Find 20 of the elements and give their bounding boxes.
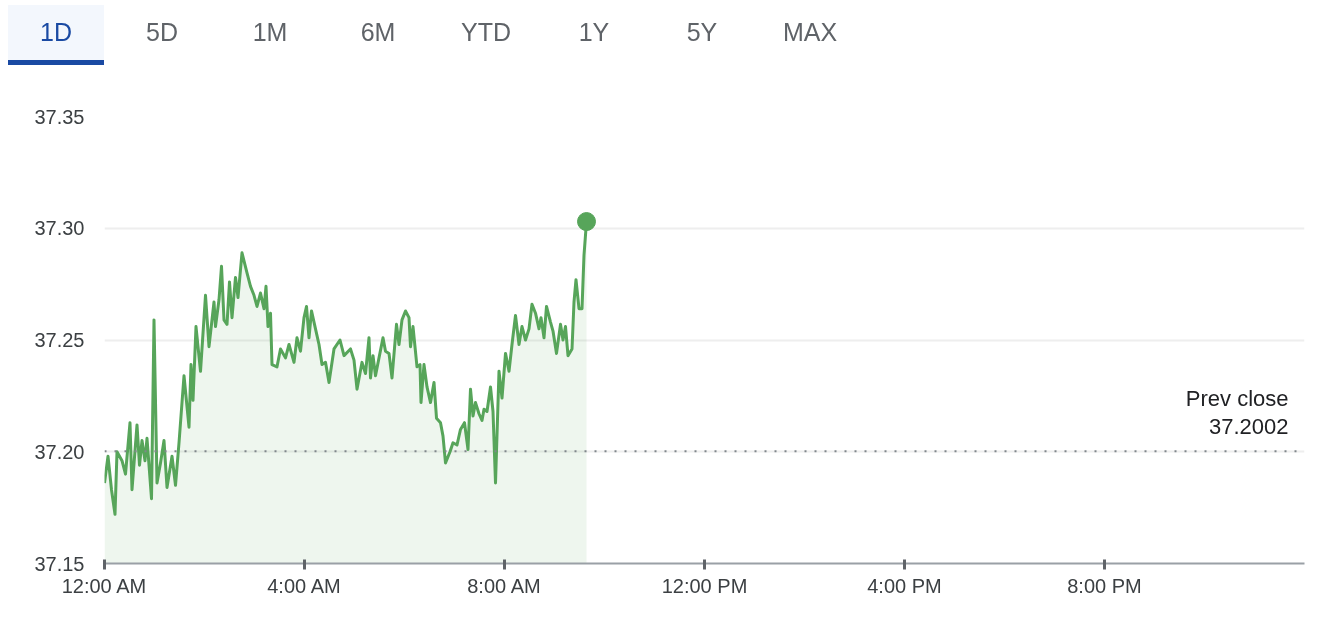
ref-line-label: Prev close 37.2002 [1185, 385, 1289, 440]
y-tick-label: 37.35 [34, 105, 85, 128]
x-tick-label: 4:00 PM [867, 574, 942, 597]
x-tick-label: 4:00 AM [267, 574, 341, 597]
text: 1Y [578, 17, 610, 48]
x-tick-label: 8:00 AM [467, 574, 541, 597]
text: MAX [782, 17, 838, 48]
x-tick-label: 12:00 PM [661, 574, 748, 597]
y-tick-label: 37.20 [34, 440, 85, 463]
text: YTD [461, 17, 511, 48]
text: 6M [360, 17, 396, 48]
text: 1D [40, 17, 72, 48]
text: 5D [146, 17, 178, 48]
y-tick-label: 37.25 [34, 329, 85, 351]
x-tick-label: 12:00 AM [61, 574, 147, 597]
y-tick-label: 37.30 [34, 217, 85, 240]
x-tick-label: 8:00 PM [1067, 574, 1142, 597]
text: 5Y [686, 17, 718, 48]
text: 1M [252, 17, 288, 48]
y-tick-label: 37.15 [34, 552, 85, 575]
